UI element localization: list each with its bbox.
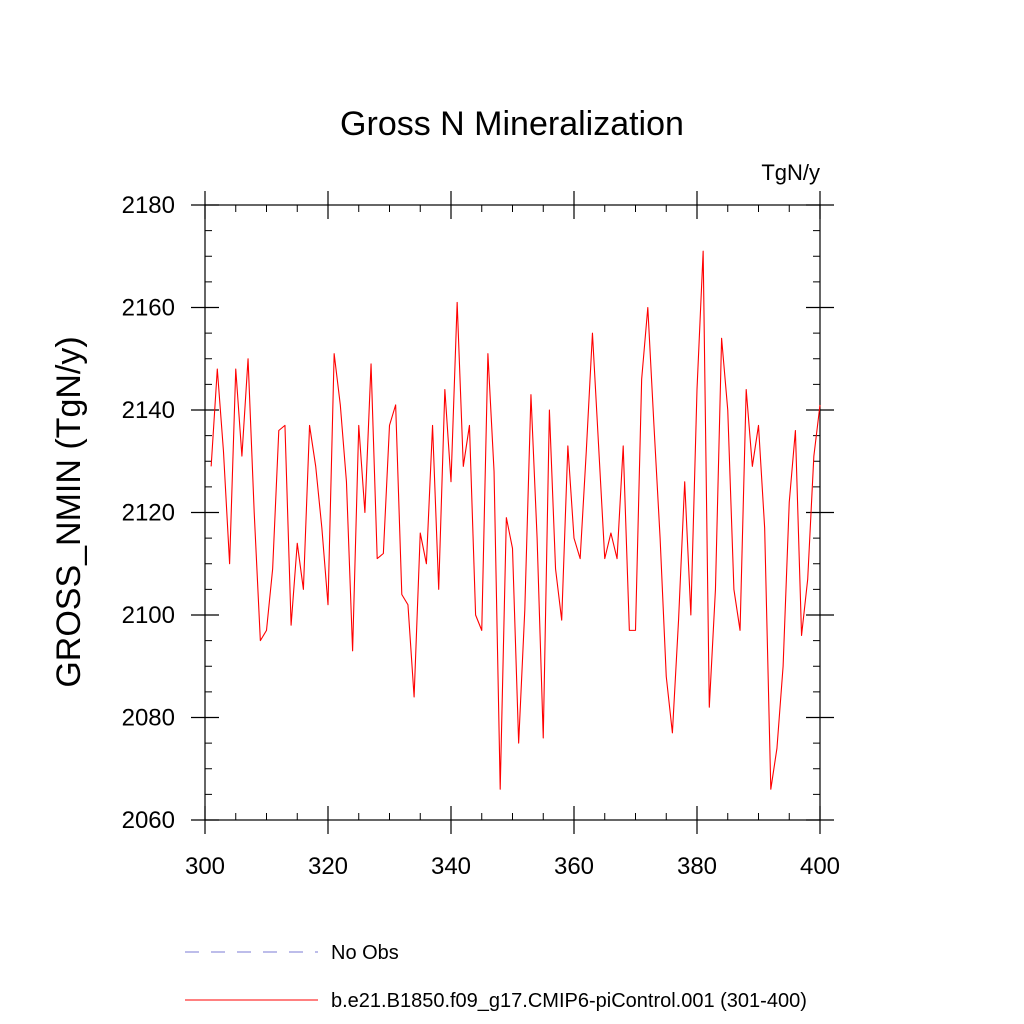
x-tick-label: 380: [677, 853, 717, 880]
y-tick-label: 2180: [122, 192, 175, 219]
y-tick-label: 2100: [122, 602, 175, 629]
legend: No Obs b.e21.B1850.f09_g17.CMIP6-piContro…: [185, 942, 807, 1012]
y-tick-label: 2140: [122, 397, 175, 424]
x-tick-label: 300: [185, 853, 225, 880]
y-tick-label: 2080: [122, 705, 175, 732]
y-tick-label: 2160: [122, 295, 175, 322]
x-tick-label: 360: [554, 853, 594, 880]
y-tick-label: 2120: [122, 500, 175, 527]
y-axis-label: GROSS_NMIN (TgN/y): [50, 336, 88, 687]
plot-area: 300 320 340 360 380 400 2060 2080 2100 2120 2140 21…: [122, 191, 840, 880]
y-tick-label: 2060: [122, 807, 175, 834]
chart-title: Gross N Mineralization: [340, 105, 684, 143]
legend-label: b.e21.B1850.f09_g17.CMIP6-piControl.001 …: [331, 990, 807, 1012]
units-label: TgN/y: [761, 160, 820, 185]
x-tick-label: 400: [800, 853, 840, 880]
series-line: [210, 250, 821, 790]
plot-frame: [204, 204, 821, 821]
x-tick-label: 320: [308, 853, 348, 880]
x-tick-label: 340: [431, 853, 471, 880]
legend-label: No Obs: [331, 942, 399, 964]
